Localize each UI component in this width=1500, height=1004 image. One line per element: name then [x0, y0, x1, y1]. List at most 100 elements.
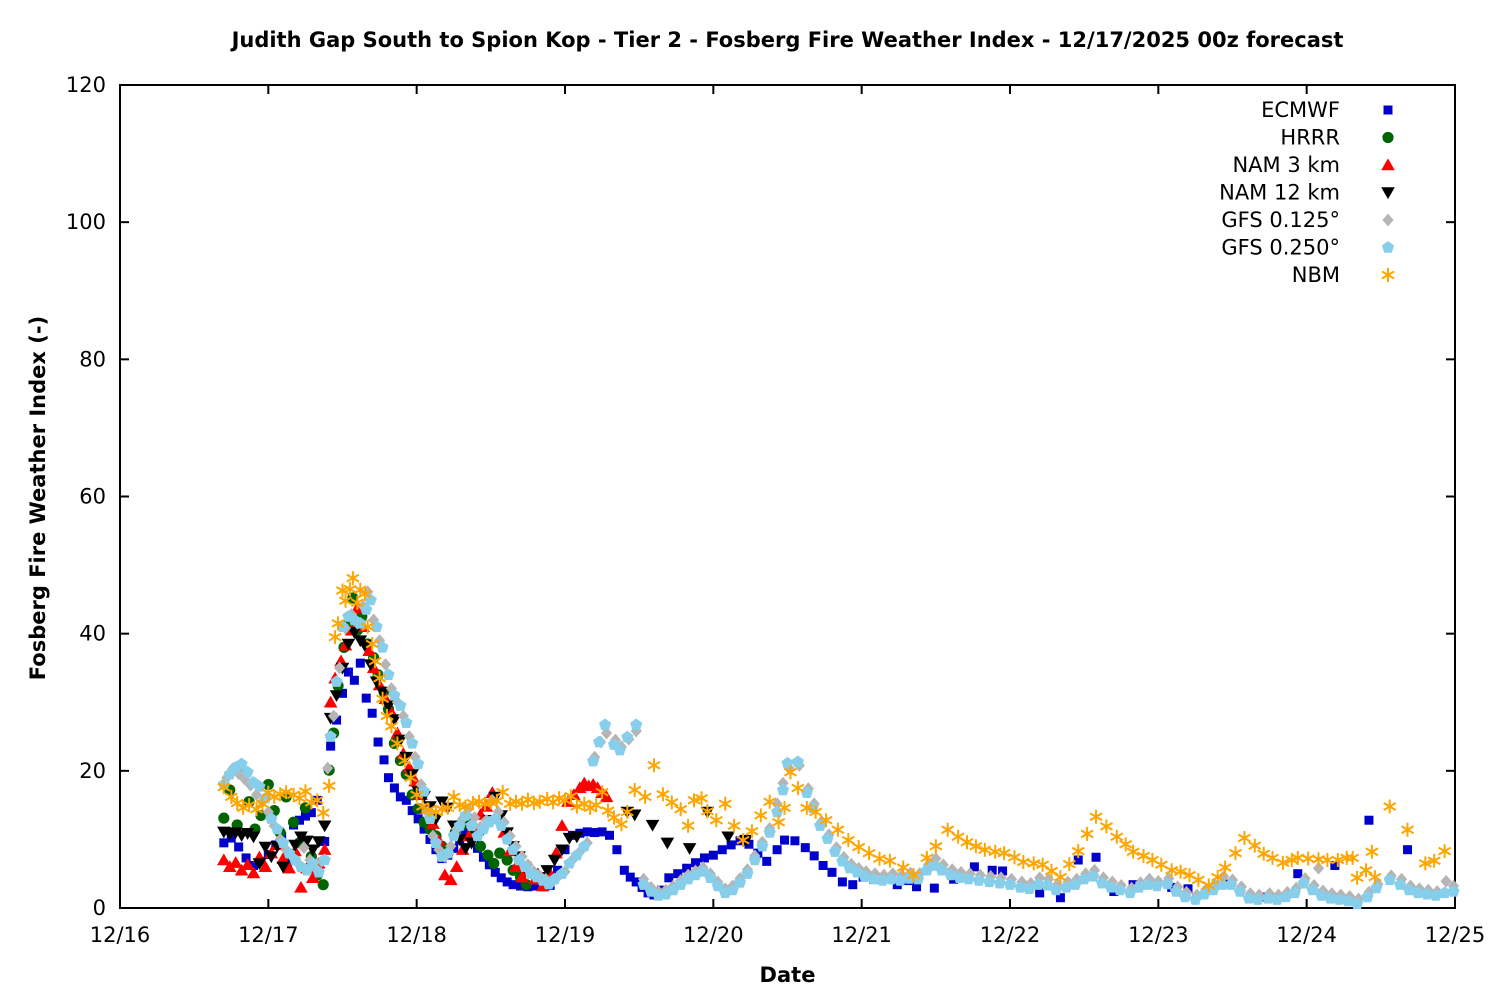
- x-tick-label: 12/25: [1425, 923, 1486, 947]
- data-point: [1003, 878, 1017, 890]
- data-point: [748, 853, 761, 866]
- data-point: [317, 820, 332, 833]
- data-point: [282, 861, 296, 874]
- data-point: [709, 813, 723, 828]
- data-point: [401, 795, 411, 805]
- data-point: [1198, 887, 1211, 900]
- data-point: [320, 836, 330, 846]
- data-point: [1383, 105, 1393, 115]
- data-point: [1216, 878, 1229, 890]
- data-point: [518, 860, 531, 872]
- data-point: [763, 826, 776, 838]
- data-point: [482, 849, 494, 861]
- data-point: [872, 851, 887, 866]
- data-point: [449, 860, 464, 873]
- data-point: [509, 860, 523, 873]
- data-point: [791, 755, 804, 768]
- data-point: [827, 867, 837, 877]
- data-point: [234, 842, 244, 852]
- data-point: [361, 619, 375, 634]
- data-point: [388, 689, 401, 701]
- data-point: [373, 737, 383, 747]
- data-point: [771, 797, 783, 811]
- data-point: [421, 802, 436, 817]
- data-point: [1288, 886, 1301, 899]
- data-point: [620, 805, 634, 819]
- data-point: [711, 879, 724, 892]
- x-tick-label: 12/20: [683, 923, 744, 947]
- data-point: [409, 750, 421, 764]
- y-axis-title: Fosberg Fire Weather Index (-): [26, 315, 50, 681]
- data-point: [318, 853, 331, 866]
- data-point: [1228, 846, 1243, 861]
- data-point: [555, 819, 569, 831]
- data-point: [1291, 850, 1305, 865]
- data-point: [540, 865, 554, 877]
- data-point: [1145, 853, 1159, 867]
- x-tick-label: 12/19: [535, 923, 596, 947]
- legend-item-ecmwf: ECMWF: [1261, 98, 1393, 122]
- data-point: [1080, 826, 1094, 841]
- data-point: [367, 708, 377, 718]
- data-point: [741, 867, 754, 879]
- data-point: [494, 847, 506, 859]
- data-point: [1071, 872, 1083, 886]
- data-point: [306, 871, 320, 884]
- data-point: [771, 805, 784, 818]
- data-point: [727, 818, 741, 833]
- data-point: [547, 854, 562, 867]
- data-point: [858, 870, 871, 882]
- y-tick-label: 40: [79, 622, 106, 646]
- data-point: [929, 883, 939, 893]
- data-point: [323, 695, 338, 708]
- data-point: [241, 853, 251, 863]
- data-point: [228, 856, 243, 868]
- data-point: [570, 799, 584, 814]
- data-point: [1381, 268, 1395, 282]
- data-point: [1041, 879, 1054, 891]
- data-point: [453, 819, 466, 831]
- data-point: [613, 743, 626, 756]
- data-point: [1331, 853, 1345, 867]
- data-point: [389, 783, 399, 793]
- data-point: [515, 870, 529, 883]
- data-point: [1218, 860, 1232, 875]
- data-point: [607, 810, 621, 825]
- legend-label: NAM 3 km: [1232, 153, 1340, 177]
- data-point: [637, 878, 650, 890]
- data-point: [1402, 883, 1416, 896]
- data-point: [354, 617, 367, 629]
- data-point: [404, 770, 418, 785]
- data-point: [276, 852, 290, 864]
- data-point: [831, 822, 845, 837]
- data-point: [495, 819, 508, 831]
- data-point: [848, 880, 858, 890]
- data-point: [465, 819, 478, 831]
- data-point: [1400, 822, 1415, 837]
- data-point: [1383, 873, 1396, 886]
- data-point: [1324, 892, 1337, 904]
- data-point: [1381, 187, 1395, 200]
- data-point: [1062, 857, 1076, 872]
- x-tick-label: 12/18: [386, 923, 447, 947]
- data-point: [595, 785, 609, 800]
- data-point: [1418, 856, 1432, 871]
- data-point: [1189, 893, 1202, 905]
- data-point: [249, 860, 258, 870]
- data-point: [582, 827, 592, 837]
- data-point: [1440, 874, 1452, 888]
- data-point: [394, 699, 407, 711]
- y-tick-label: 0: [93, 896, 106, 920]
- data-point: [1099, 819, 1114, 834]
- data-point: [441, 846, 454, 859]
- data-point: [852, 840, 866, 854]
- data-point: [343, 667, 353, 677]
- data-point: [593, 735, 606, 748]
- data-point: [423, 812, 437, 824]
- data-point: [501, 854, 513, 866]
- data-point: [1370, 881, 1383, 894]
- data-point: [718, 796, 732, 811]
- data-point: [1382, 131, 1394, 144]
- data-point: [1224, 878, 1238, 890]
- data-point: [443, 873, 458, 886]
